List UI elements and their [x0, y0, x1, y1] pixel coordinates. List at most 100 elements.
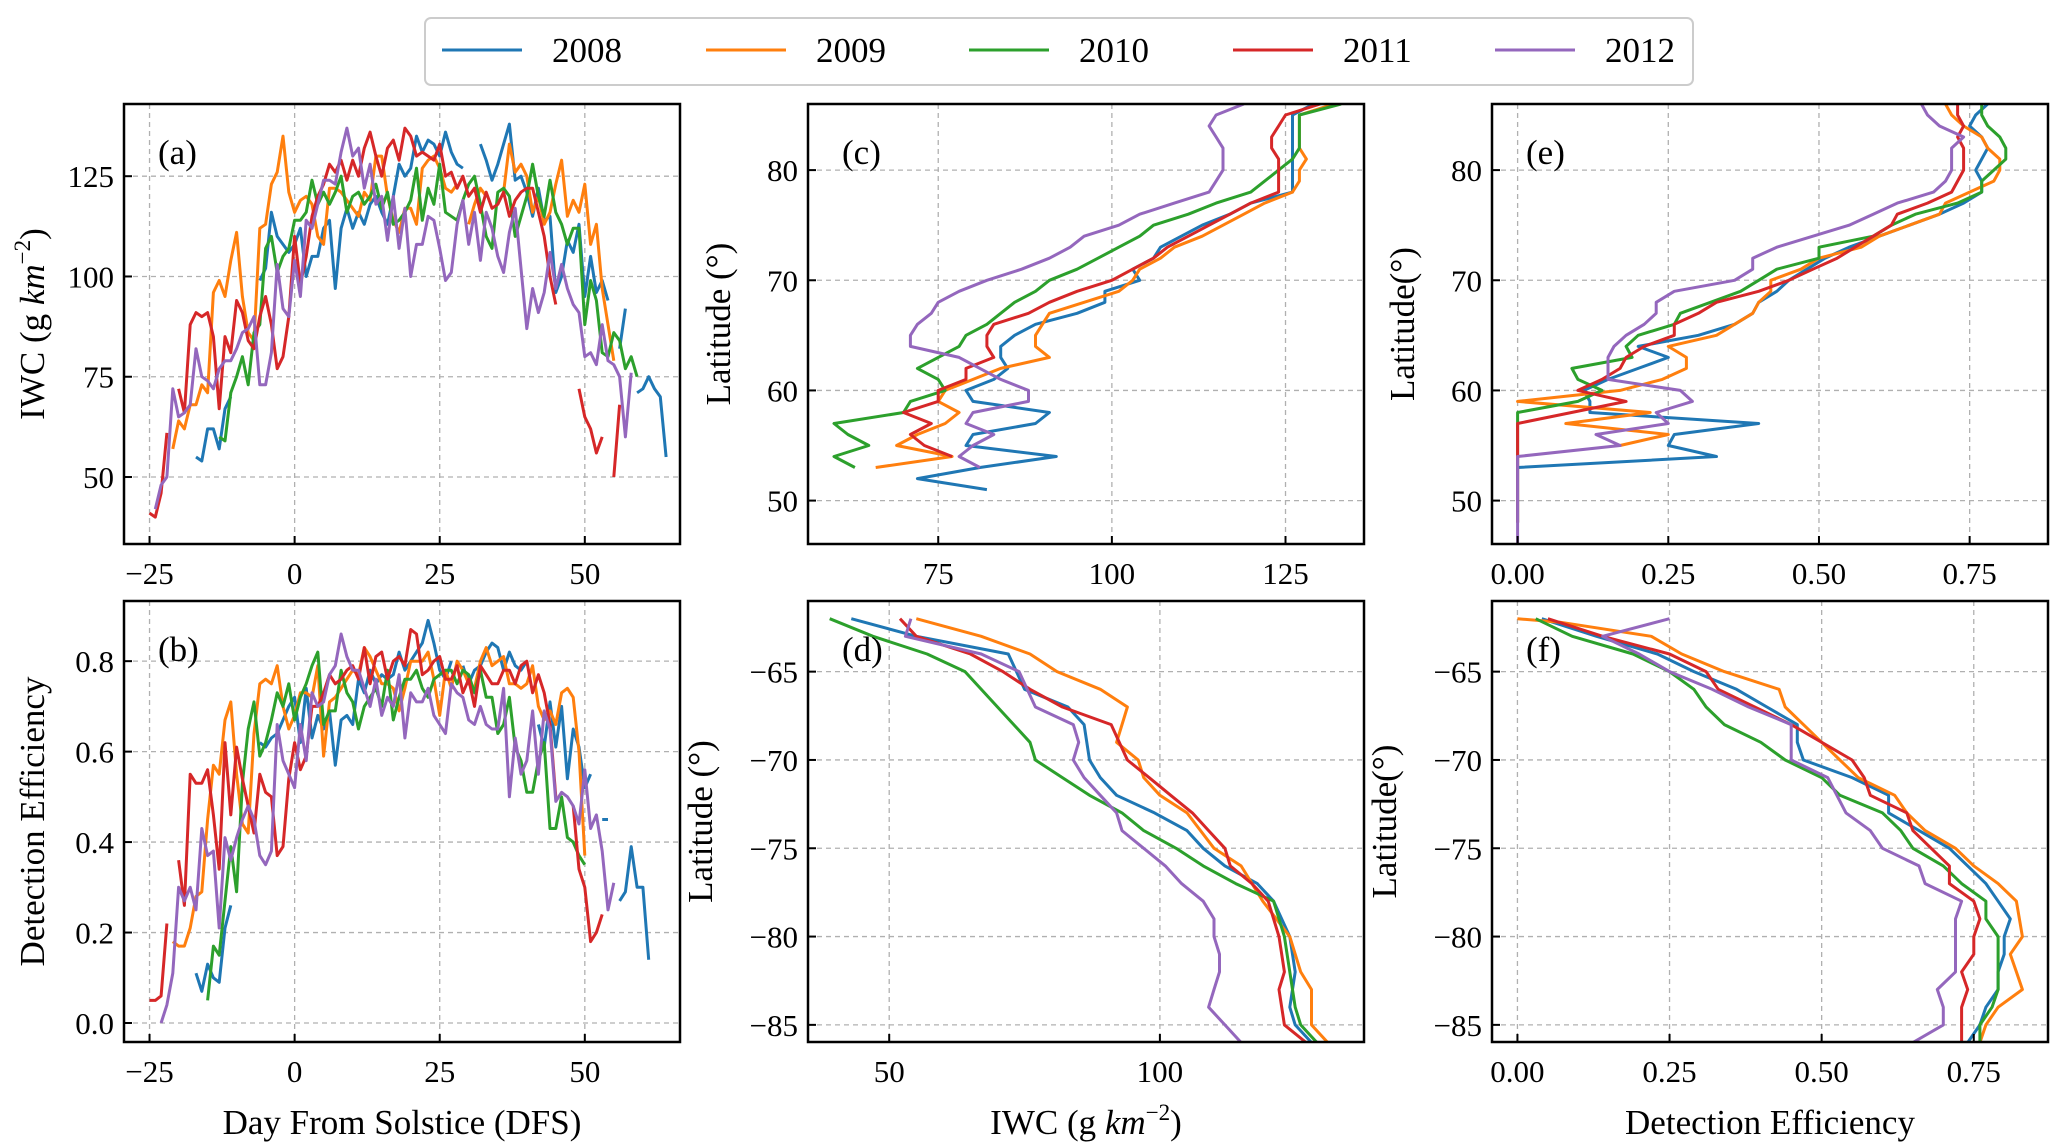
gridlines	[808, 601, 1364, 1042]
axes-frame	[122, 599, 682, 1044]
series-line-2008	[850, 617, 1313, 1042]
legend-item-2009: 2009	[706, 31, 886, 70]
series-line-2010	[1535, 617, 2000, 1042]
series-line-2008	[194, 618, 651, 993]
legend-item-2011: 2011	[1233, 31, 1412, 70]
y-axis-title: Latitude (°)	[681, 740, 720, 903]
series-line-2010	[206, 650, 587, 1001]
series-group	[1516, 104, 2008, 544]
y-tick-label: 80	[767, 153, 798, 188]
y-tick-label: −85	[750, 1008, 798, 1043]
panel-label: (f)	[1526, 630, 1561, 669]
y-tick-label: 70	[1451, 263, 1482, 298]
series-line-2009	[1516, 104, 2002, 447]
series-line-2009	[171, 134, 616, 450]
x-axis-title: Day From Solstice (DFS)	[223, 1103, 582, 1142]
y-tick-label: 50	[767, 484, 798, 519]
legend-item-2010: 2010	[969, 31, 1149, 70]
x-tick-label: 0.25	[1642, 1054, 1696, 1089]
y-tick-label: 80	[1451, 153, 1482, 188]
y-tick-label: 60	[1451, 373, 1482, 408]
y-tick-label: −80	[750, 920, 798, 955]
x-tick-label: 0.25	[1641, 556, 1695, 591]
panel-label: (a)	[158, 133, 197, 172]
series-line-2008	[1517, 104, 1990, 469]
y-axis-title: Detection Efficiency	[13, 676, 52, 966]
series-line-2012	[903, 618, 1243, 1042]
gridlines	[808, 104, 1364, 544]
y-tick-label: −75	[1434, 831, 1482, 866]
series-line-2011	[1547, 617, 1982, 1042]
series-line-2008	[915, 104, 1315, 492]
series-line-2011	[1516, 104, 1966, 523]
y-tick-label: 70	[767, 263, 798, 298]
y-tick-label: 60	[767, 373, 798, 408]
panel-f: 0.00 0.25 0.50 0.75 −85 −80 −75 −70 −65 (f) Latitu…	[1365, 599, 2050, 1142]
x-tick-label: 0	[287, 1054, 303, 1089]
legend-label: 2011	[1343, 31, 1412, 70]
y-tick-label: 0.0	[75, 1006, 114, 1041]
panel-label: (c)	[842, 133, 881, 172]
axes-frame	[1490, 102, 2050, 546]
x-tick-label: 75	[923, 556, 954, 591]
panel-label: (b)	[158, 630, 199, 669]
x-tick-label: 0.00	[1490, 1054, 1544, 1089]
x-tick-label: 50	[874, 1054, 905, 1089]
y-tick-label: 50	[1451, 484, 1482, 519]
series-line-2011	[898, 617, 1308, 1042]
series-line-2012	[908, 104, 1245, 469]
y-tick-label: −75	[750, 831, 798, 866]
legend-label: 2010	[1079, 31, 1149, 70]
series-line-2012	[159, 632, 616, 1024]
series-line-2012	[153, 126, 633, 510]
x-tick-label: 50	[569, 556, 600, 591]
y-axis-title: IWC (g km−2)	[10, 228, 52, 420]
series-line-2011	[148, 126, 622, 519]
y-tick-label: −65	[1434, 655, 1482, 690]
y-tick-label: 100	[68, 259, 115, 294]
y-tick-label: −70	[1434, 743, 1482, 778]
y-tick-label: −80	[1434, 920, 1482, 955]
y-axis-title: Latitude(°)	[1383, 247, 1422, 401]
series-group	[829, 617, 1329, 1042]
series-line-2010	[218, 162, 639, 443]
y-tick-label: 0.4	[75, 825, 114, 860]
y-axis-title: Latitude (°)	[699, 243, 738, 406]
axes-frame	[122, 102, 682, 546]
series-line-2010	[829, 617, 1319, 1042]
legend-label: 2008	[552, 31, 622, 70]
series-group	[148, 122, 668, 519]
legend-item-2012: 2012	[1495, 31, 1675, 70]
series-line-2010	[832, 104, 1342, 469]
series-group	[149, 618, 651, 1024]
y-tick-label: 75	[83, 360, 114, 395]
y-tick-label: 0.8	[75, 644, 114, 679]
legend: 2008 2009 2010 2011 2012	[424, 17, 1694, 86]
panel-b: −25 0 25 50 0.0 0.2 0.4 0.6 0.8 (b) Detection Effi…	[13, 599, 682, 1142]
y-tick-label: −70	[750, 743, 798, 778]
panel-d: 50 100 −85 −80 −75 −70 −65 (d) Latitude (°) IWC (…	[681, 599, 1366, 1142]
series-group	[832, 104, 1342, 492]
series-line-2012	[1601, 617, 1964, 1042]
series-line-2010	[1516, 104, 2008, 523]
x-tick-label: 25	[424, 556, 455, 591]
series-line-2011	[149, 628, 604, 1002]
x-tick-label: −25	[125, 1054, 173, 1089]
panel-c: 75 100 125 50 60 70 80 (c) Latitude (°)	[699, 102, 1366, 591]
x-tick-label: 0.75	[1943, 556, 1997, 591]
y-tick-label: 0.6	[75, 735, 114, 770]
y-tick-label: 125	[68, 159, 115, 194]
x-tick-label: 0.75	[1947, 1054, 2001, 1089]
legend-label: 2009	[816, 31, 886, 70]
series-line-2008	[1541, 617, 2012, 1042]
series-group	[1517, 617, 2024, 1042]
x-tick-label: 0.50	[1792, 556, 1846, 591]
axes-frame	[806, 599, 1366, 1044]
series-line-2012	[1516, 104, 1966, 544]
panel-label: (d)	[842, 630, 883, 669]
x-tick-label: 0.50	[1795, 1054, 1849, 1089]
y-axis-title: Latitude(°)	[1365, 745, 1404, 899]
x-tick-label: −25	[125, 556, 173, 591]
panel-label: (e)	[1526, 133, 1565, 172]
